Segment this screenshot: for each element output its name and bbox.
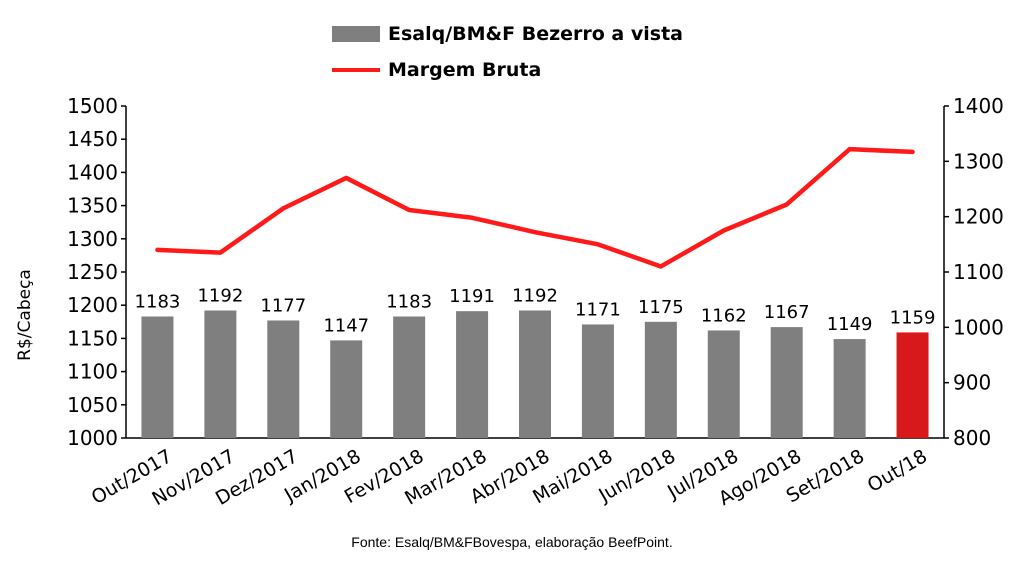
y-axis-title: R$/Cabeça xyxy=(15,269,35,361)
bar xyxy=(896,332,929,438)
right-tick-label: 1200 xyxy=(953,205,1004,229)
bar-data-labels: 1183 1192 1177 1147 1183 1191 1192 1171 1175 1162… xyxy=(135,286,936,337)
right-tick-label: 900 xyxy=(953,371,991,395)
left-tick-label: 1300 xyxy=(67,227,118,251)
bar xyxy=(519,310,551,438)
legend-line-swatch xyxy=(332,68,380,72)
bar xyxy=(141,316,174,438)
bar-series xyxy=(141,310,929,438)
bar-data-label: 1171 xyxy=(575,299,621,320)
right-tick-label: 1100 xyxy=(953,260,1004,284)
bar-data-label: 1167 xyxy=(764,302,810,323)
left-tick-label: 1400 xyxy=(67,160,118,184)
bar-data-label: 1192 xyxy=(197,286,243,307)
x-tick-label: Out/18 xyxy=(864,445,931,497)
bar xyxy=(581,324,614,438)
bar xyxy=(644,321,677,438)
line-series xyxy=(155,146,915,269)
right-tick-label: 1400 xyxy=(953,94,1004,118)
left-tick-label: 1150 xyxy=(67,326,118,350)
bar-data-label: 1191 xyxy=(449,286,495,307)
bar-data-label: 1149 xyxy=(827,314,873,335)
bar-data-label: 1162 xyxy=(701,305,747,326)
bar xyxy=(267,320,300,438)
legend-item-line: Margem Bruta xyxy=(332,52,683,88)
bar-data-label: 1183 xyxy=(386,291,432,312)
bar xyxy=(393,316,426,438)
right-tick-label: 1000 xyxy=(953,315,1004,339)
right-tick-label: 800 xyxy=(953,426,991,450)
right-axis: 800 900 1000 1100 1200 1300 1400 xyxy=(943,94,1004,450)
bar xyxy=(204,310,237,438)
legend-bar-label: Esalq/BM&F Bezerro a vista xyxy=(388,23,683,45)
bar-data-label: 1147 xyxy=(323,315,369,336)
left-tick-label: 1250 xyxy=(67,260,118,284)
x-axis-labels: Out/2017Nov/2017Dez/2017Jan/2018Fev/2018… xyxy=(88,445,931,510)
left-tick-label: 1100 xyxy=(67,360,118,384)
bar xyxy=(770,327,803,438)
left-tick-label: 1450 xyxy=(67,127,118,151)
bar-data-label: 1192 xyxy=(512,286,558,307)
source-note: Fonte: Esalq/BM&FBovespa, elaboração Bee… xyxy=(351,534,673,550)
left-tick-label: 1050 xyxy=(67,393,118,417)
legend: Esalq/BM&F Bezerro a vista Margem Bruta xyxy=(332,16,683,88)
bar xyxy=(707,330,740,438)
left-tick-label: 1200 xyxy=(67,293,118,317)
bar-data-label: 1183 xyxy=(135,291,181,312)
margin-line xyxy=(155,146,915,269)
bar-data-label: 1175 xyxy=(638,297,684,318)
bar-data-label: 1159 xyxy=(890,307,936,328)
right-tick-label: 1300 xyxy=(953,149,1004,173)
legend-line-label: Margem Bruta xyxy=(388,59,542,81)
bar-data-label: 1177 xyxy=(260,295,306,316)
legend-bar-swatch xyxy=(332,26,380,42)
left-tick-label: 1000 xyxy=(67,426,118,450)
bar xyxy=(330,340,363,438)
left-tick-label: 1350 xyxy=(67,194,118,218)
legend-item-bars: Esalq/BM&F Bezerro a vista xyxy=(332,16,683,52)
left-tick-label: 1500 xyxy=(67,94,118,118)
bar xyxy=(456,311,489,438)
bar xyxy=(833,339,866,438)
left-axis: 1000 1050 1100 1150 1200 1250 1300 1350 1400 1450… xyxy=(67,94,944,450)
